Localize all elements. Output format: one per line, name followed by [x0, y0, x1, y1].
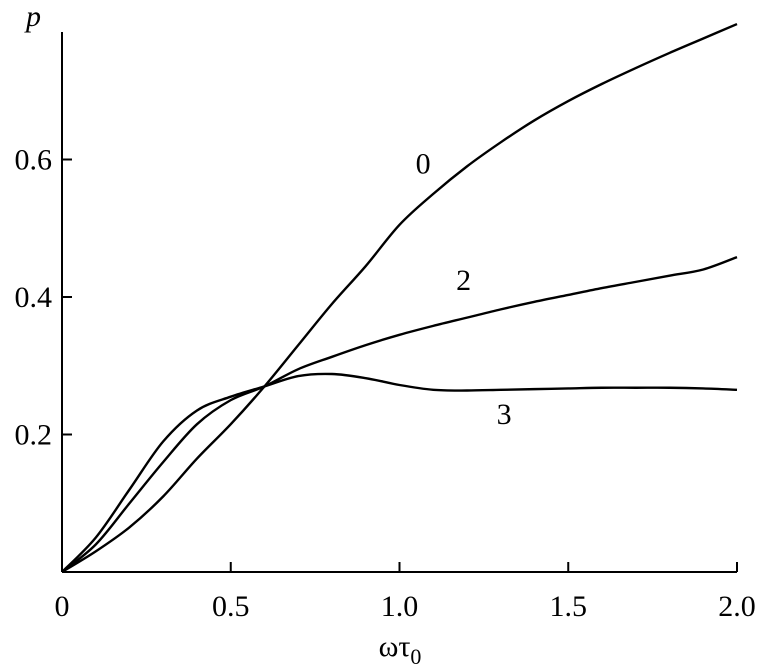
y-tick-label: 0.6: [15, 144, 53, 177]
x-axis-label-main: ωτ: [379, 630, 411, 663]
x-axis-label: ωτ0: [379, 630, 422, 669]
curve-label-0: 0: [416, 147, 431, 180]
x-tick-label: 1.5: [550, 590, 588, 623]
x-tick-label: 0.5: [212, 590, 250, 623]
x-ticks: 0 0.5 1.0 1.5 2.0: [55, 562, 756, 623]
curve-labels: 0 2 3: [416, 147, 512, 431]
y-axis-label: p: [24, 0, 41, 33]
series-2-line: [61, 256, 738, 573]
y-tick-label: 0.2: [15, 419, 53, 452]
y-tick-label: 0.4: [15, 281, 53, 314]
series-3-line: [61, 372, 738, 573]
x-tick-label: 0: [55, 590, 70, 623]
axes: [61, 32, 737, 573]
x-axis-label-subscript: 0: [410, 644, 421, 669]
y-ticks: 0.2 0.4 0.6: [15, 144, 72, 452]
curve-label-2: 2: [456, 264, 471, 297]
x-tick-label: 1.0: [381, 590, 419, 623]
curve-label-3: 3: [497, 398, 512, 431]
series-0-line: [61, 22, 738, 574]
x-tick-label: 2.0: [718, 590, 756, 623]
series-group: [61, 22, 738, 574]
